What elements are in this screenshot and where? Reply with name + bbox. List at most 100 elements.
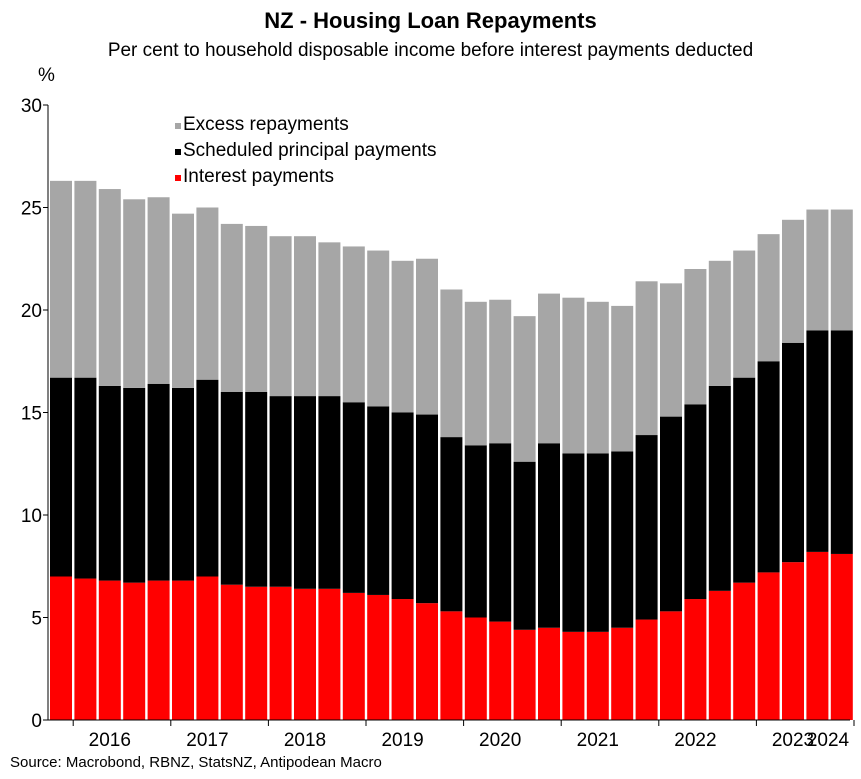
bar-excess-repayments-2019Q3 bbox=[416, 258, 438, 415]
bar-excess-repayments-2020Q3 bbox=[513, 316, 536, 462]
bar-scheduled-principal-payments-2022Q4 bbox=[733, 377, 756, 583]
bar-scheduled-principal-payments-2021Q2 bbox=[586, 453, 609, 632]
bar-excess-repayments-2017Q3 bbox=[220, 223, 243, 392]
bar-scheduled-principal-payments-2017Q3 bbox=[220, 392, 243, 585]
bar-excess-repayments-2023Q1 bbox=[757, 234, 780, 362]
bar-interest-payments-2018Q4 bbox=[342, 592, 365, 720]
x-tick-label-2016: 2016 bbox=[89, 730, 131, 751]
bar-scheduled-principal-payments-2015Q4 bbox=[50, 377, 72, 577]
bar-scheduled-principal-payments-2023Q4 bbox=[830, 330, 853, 554]
bar-excess-repayments-2022Q4 bbox=[733, 250, 756, 378]
bar-scheduled-principal-payments-2018Q1 bbox=[269, 396, 292, 587]
bar-excess-repayments-2019Q1 bbox=[367, 250, 390, 407]
bar-interest-payments-2023Q4 bbox=[830, 553, 853, 720]
bar-excess-repayments-2021Q3 bbox=[611, 305, 634, 452]
bar-interest-payments-2018Q2 bbox=[294, 588, 316, 720]
source-note: Source: Macrobond, RBNZ, StatsNZ, Antipo… bbox=[10, 754, 382, 771]
x-tick-label-2024: 2024 bbox=[807, 730, 850, 751]
bar-interest-payments-2022Q1 bbox=[660, 611, 682, 720]
bar-interest-payments-2022Q4 bbox=[733, 582, 756, 720]
bar-scheduled-principal-payments-2018Q2 bbox=[294, 396, 316, 589]
y-tick-label-10: 10 bbox=[21, 506, 42, 527]
bar-interest-payments-2022Q2 bbox=[684, 599, 707, 720]
bar-excess-repayments-2023Q2 bbox=[782, 219, 804, 343]
bar-scheduled-principal-payments-2016Q1 bbox=[74, 377, 97, 579]
x-tick-label-2018: 2018 bbox=[284, 730, 326, 751]
bar-interest-payments-2021Q4 bbox=[635, 619, 658, 720]
bars-layer bbox=[50, 180, 853, 720]
y-tick-label-25: 25 bbox=[21, 199, 42, 220]
bar-interest-payments-2018Q3 bbox=[318, 588, 341, 720]
bar-scheduled-principal-payments-2019Q4 bbox=[440, 437, 463, 612]
bar-scheduled-principal-payments-2022Q1 bbox=[660, 416, 682, 612]
x-tick-label-2019: 2019 bbox=[381, 730, 423, 751]
bar-scheduled-principal-payments-2023Q2 bbox=[782, 342, 804, 563]
bar-scheduled-principal-payments-2017Q4 bbox=[245, 392, 268, 587]
bar-scheduled-principal-payments-2016Q3 bbox=[123, 387, 146, 583]
bar-excess-repayments-2019Q2 bbox=[391, 260, 414, 413]
y-tick-label-0: 0 bbox=[31, 711, 42, 732]
bar-interest-payments-2017Q3 bbox=[220, 584, 243, 720]
bar-excess-repayments-2018Q2 bbox=[294, 236, 316, 397]
bar-excess-repayments-2021Q4 bbox=[635, 281, 658, 436]
x-tick-label-2022: 2022 bbox=[674, 730, 716, 751]
legend-swatch-scheduled-principal-payments bbox=[175, 149, 181, 155]
bar-interest-payments-2016Q3 bbox=[123, 582, 146, 720]
bar-scheduled-principal-payments-2017Q2 bbox=[196, 379, 219, 577]
bar-interest-payments-2016Q1 bbox=[74, 578, 97, 720]
bar-scheduled-principal-payments-2018Q4 bbox=[342, 402, 365, 593]
bar-interest-payments-2018Q1 bbox=[269, 586, 292, 720]
bar-scheduled-principal-payments-2016Q4 bbox=[147, 383, 170, 581]
legend: Excess repayments Scheduled principal pay… bbox=[175, 114, 437, 187]
bar-scheduled-principal-payments-2018Q3 bbox=[318, 396, 341, 589]
x-tick-label-2020: 2020 bbox=[479, 730, 521, 751]
bar-excess-repayments-2017Q4 bbox=[245, 225, 268, 392]
bar-excess-repayments-2019Q4 bbox=[440, 289, 463, 438]
legend-label-excess-repayments: Excess repayments bbox=[183, 114, 349, 135]
y-tick-label-5: 5 bbox=[31, 609, 42, 630]
bar-excess-repayments-2021Q2 bbox=[586, 301, 609, 454]
bar-scheduled-principal-payments-2021Q1 bbox=[562, 453, 585, 632]
bar-scheduled-principal-payments-2019Q1 bbox=[367, 406, 390, 595]
legend-label-interest-payments: Interest payments bbox=[183, 166, 334, 187]
bar-excess-repayments-2022Q2 bbox=[684, 269, 707, 405]
bar-interest-payments-2021Q3 bbox=[611, 627, 634, 720]
bar-interest-payments-2016Q2 bbox=[98, 580, 121, 720]
bar-interest-payments-2020Q4 bbox=[538, 627, 560, 720]
bar-excess-repayments-2018Q4 bbox=[342, 246, 365, 403]
bar-scheduled-principal-payments-2022Q3 bbox=[708, 385, 731, 591]
bar-excess-repayments-2016Q2 bbox=[98, 189, 121, 386]
bar-interest-payments-2017Q2 bbox=[196, 576, 219, 720]
bar-scheduled-principal-payments-2016Q2 bbox=[98, 385, 121, 581]
bar-excess-repayments-2018Q3 bbox=[318, 242, 341, 397]
bar-scheduled-principal-payments-2019Q2 bbox=[391, 412, 414, 600]
bar-scheduled-principal-payments-2020Q4 bbox=[538, 443, 560, 628]
bar-excess-repayments-2022Q1 bbox=[660, 283, 682, 417]
bar-excess-repayments-2021Q1 bbox=[562, 297, 585, 454]
legend-swatch-interest-payments bbox=[175, 175, 181, 181]
bar-scheduled-principal-payments-2019Q3 bbox=[416, 414, 438, 604]
bar-interest-payments-2020Q1 bbox=[464, 617, 487, 720]
chart-title: NZ - Housing Loan Repayments bbox=[264, 8, 597, 33]
bar-scheduled-principal-payments-2022Q2 bbox=[684, 404, 707, 600]
legend-label-scheduled-principal-payments: Scheduled principal payments bbox=[183, 140, 437, 161]
bar-interest-payments-2023Q2 bbox=[782, 562, 804, 720]
bar-interest-payments-2017Q4 bbox=[245, 586, 268, 720]
bar-interest-payments-2021Q2 bbox=[586, 631, 609, 720]
x-tick-label-2017: 2017 bbox=[186, 730, 228, 751]
bar-excess-repayments-2020Q1 bbox=[464, 301, 487, 446]
y-ticks-layer: 0 5 10 15 20 25 30 bbox=[21, 96, 48, 732]
bar-excess-repayments-2016Q3 bbox=[123, 199, 146, 388]
bar-excess-repayments-2020Q2 bbox=[489, 299, 512, 444]
bar-excess-repayments-2017Q2 bbox=[196, 207, 219, 380]
bar-scheduled-principal-payments-2020Q1 bbox=[464, 445, 487, 618]
bar-interest-payments-2020Q3 bbox=[513, 629, 536, 720]
bar-scheduled-principal-payments-2023Q3 bbox=[806, 330, 829, 552]
bar-interest-payments-2023Q1 bbox=[757, 572, 780, 720]
bar-excess-repayments-2015Q4 bbox=[50, 180, 72, 378]
bar-interest-payments-2015Q4 bbox=[50, 576, 72, 720]
bar-scheduled-principal-payments-2021Q4 bbox=[635, 435, 658, 620]
bar-excess-repayments-2017Q1 bbox=[172, 213, 194, 388]
bar-scheduled-principal-payments-2020Q3 bbox=[513, 461, 536, 630]
